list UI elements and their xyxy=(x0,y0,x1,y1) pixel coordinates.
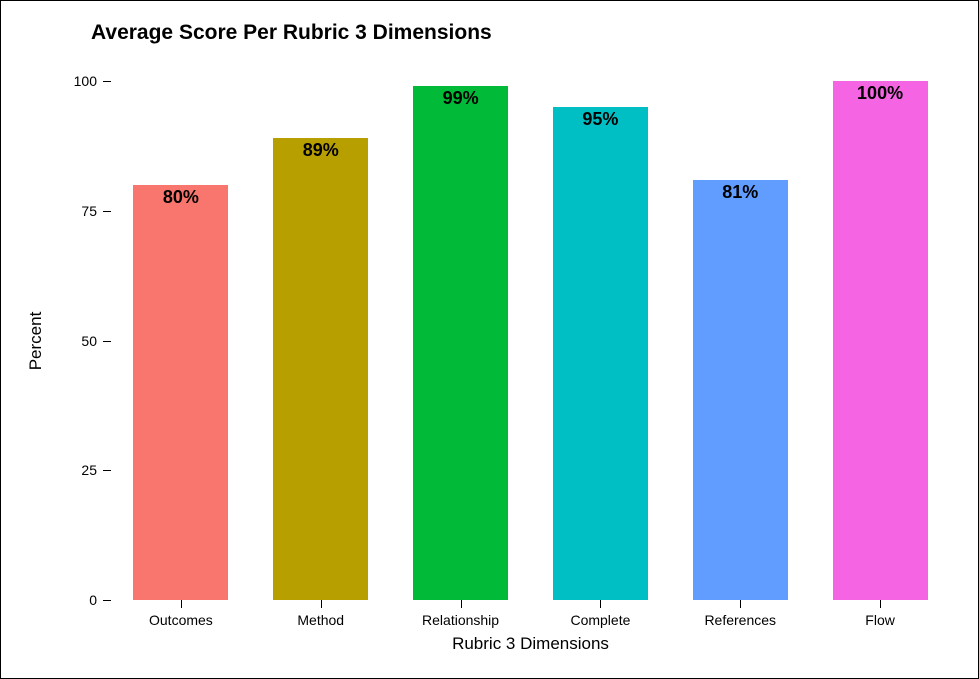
x-tick-label: Complete xyxy=(531,612,671,628)
x-tick-label: Flow xyxy=(810,612,950,628)
bar-value-label: 99% xyxy=(421,88,501,109)
y-tick-mark xyxy=(103,470,111,471)
x-axis-title: Rubric 3 Dimensions xyxy=(411,634,651,654)
y-tick-mark xyxy=(103,600,111,601)
y-tick-label: 50 xyxy=(81,333,97,349)
y-tick-mark xyxy=(103,341,111,342)
y-tick-label: 0 xyxy=(89,592,97,608)
bar-value-label: 100% xyxy=(840,83,920,104)
bar-value-label: 89% xyxy=(281,140,361,161)
bar xyxy=(133,185,228,600)
x-tick-label: References xyxy=(670,612,810,628)
y-axis-title: Percent xyxy=(26,311,46,370)
bar-value-label: 95% xyxy=(560,109,640,130)
x-tick-mark xyxy=(321,600,322,608)
bar-value-label: 80% xyxy=(141,187,221,208)
x-tick-mark xyxy=(461,600,462,608)
x-tick-mark xyxy=(740,600,741,608)
y-tick-mark xyxy=(103,81,111,82)
bar xyxy=(693,180,788,600)
x-tick-label: Method xyxy=(251,612,391,628)
x-tick-mark xyxy=(880,600,881,608)
x-tick-mark xyxy=(600,600,601,608)
y-tick-label: 25 xyxy=(81,462,97,478)
x-tick-label: Outcomes xyxy=(111,612,251,628)
x-tick-mark xyxy=(181,600,182,608)
bar-value-label: 81% xyxy=(700,182,780,203)
chart-title: Average Score Per Rubric 3 Dimensions xyxy=(91,21,492,45)
y-tick-mark xyxy=(103,211,111,212)
x-tick-label: Relationship xyxy=(391,612,531,628)
y-tick-label: 75 xyxy=(81,203,97,219)
bar-chart: Average Score Per Rubric 3 Dimensions 0 25… xyxy=(1,1,978,678)
bar xyxy=(833,81,928,600)
plot-area xyxy=(111,81,950,600)
bar xyxy=(273,138,368,600)
chart-frame: Average Score Per Rubric 3 Dimensions 0 25… xyxy=(0,0,979,679)
y-tick-label: 100 xyxy=(74,73,97,89)
bar xyxy=(413,86,508,600)
bar xyxy=(553,107,648,600)
